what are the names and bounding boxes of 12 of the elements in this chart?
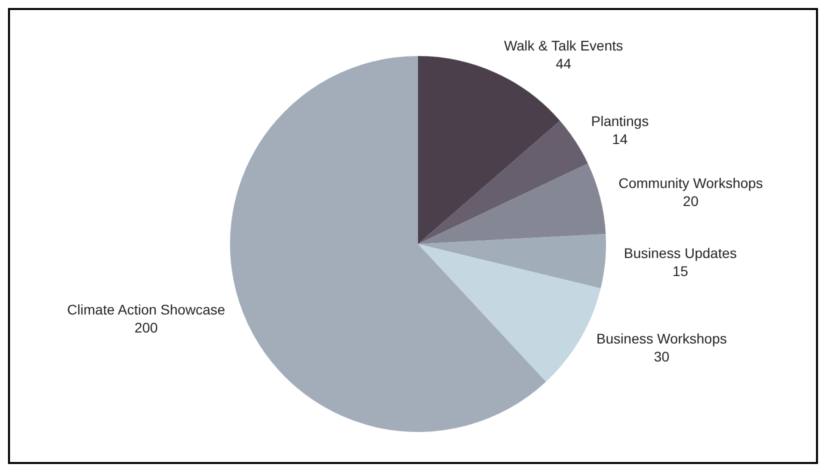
data-label: 30 xyxy=(654,348,670,364)
slice-label: Plantings xyxy=(591,112,649,129)
data-label: 14 xyxy=(612,130,628,147)
data-label: 15 xyxy=(672,262,688,279)
slice-label: Walk & Talk Events xyxy=(504,38,623,54)
slice-label: Business Workshops xyxy=(596,330,727,346)
slice-label: Community Workshops xyxy=(618,175,763,192)
slice-label: Climate Action Showcase xyxy=(67,302,226,318)
slice-label: Business Updates xyxy=(624,244,737,261)
data-label: 20 xyxy=(682,193,699,210)
data-label: 200 xyxy=(134,320,158,336)
data-label: 44 xyxy=(556,56,572,72)
